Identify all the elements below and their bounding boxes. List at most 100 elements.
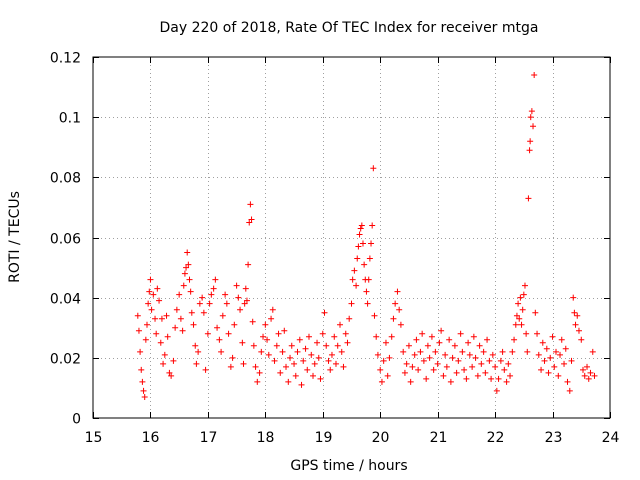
data-point bbox=[519, 306, 526, 313]
data-point bbox=[518, 321, 525, 328]
data-point bbox=[566, 387, 573, 394]
data-point bbox=[371, 312, 378, 319]
data-point bbox=[325, 357, 332, 364]
data-point bbox=[340, 363, 347, 370]
data-point bbox=[349, 276, 356, 283]
data-point bbox=[366, 255, 373, 262]
data-point bbox=[561, 360, 568, 367]
chart-title: Day 220 of 2018, Rate Of TEC Index for r… bbox=[160, 20, 539, 36]
data-point bbox=[539, 339, 546, 346]
data-point bbox=[351, 267, 358, 274]
data-point bbox=[248, 216, 255, 223]
data-point bbox=[156, 297, 163, 304]
data-point bbox=[543, 345, 550, 352]
data-point bbox=[233, 282, 240, 289]
data-point bbox=[373, 333, 380, 340]
data-point bbox=[384, 372, 391, 379]
data-point bbox=[256, 369, 263, 376]
data-point bbox=[495, 375, 502, 382]
data-point bbox=[423, 375, 430, 382]
data-point bbox=[472, 354, 479, 361]
data-point bbox=[438, 327, 445, 334]
data-point bbox=[440, 372, 447, 379]
data-point bbox=[291, 360, 298, 367]
data-point bbox=[145, 300, 152, 307]
data-point bbox=[283, 363, 290, 370]
data-point bbox=[300, 357, 307, 364]
x-axis-label: GPS time / hours bbox=[290, 458, 407, 474]
data-point bbox=[287, 354, 294, 361]
y-tick-label: 0 bbox=[72, 412, 81, 428]
data-point bbox=[396, 306, 403, 313]
data-point bbox=[184, 249, 191, 256]
data-point bbox=[183, 264, 190, 271]
data-point bbox=[489, 351, 496, 358]
data-point bbox=[488, 375, 495, 382]
data-point bbox=[432, 348, 439, 355]
data-point bbox=[512, 321, 519, 328]
x-tick-label: 18 bbox=[257, 430, 275, 446]
data-point bbox=[466, 351, 473, 358]
data-point bbox=[154, 285, 161, 292]
data-point bbox=[527, 138, 534, 145]
y-axis-label: ROTI / TECUs bbox=[7, 191, 23, 283]
data-point bbox=[386, 354, 393, 361]
data-point bbox=[364, 300, 371, 307]
data-point bbox=[196, 300, 203, 307]
data-point bbox=[344, 339, 351, 346]
data-point bbox=[348, 300, 355, 307]
data-point bbox=[555, 372, 562, 379]
data-point bbox=[342, 330, 349, 337]
data-point bbox=[501, 366, 508, 373]
data-point bbox=[146, 288, 153, 295]
data-point bbox=[388, 333, 395, 340]
data-point bbox=[195, 348, 202, 355]
data-point bbox=[222, 291, 229, 298]
data-point bbox=[150, 291, 157, 298]
data-point bbox=[531, 72, 538, 79]
data-point bbox=[223, 300, 230, 307]
x-tick-label: 24 bbox=[602, 430, 620, 446]
data-point bbox=[328, 351, 335, 358]
data-point bbox=[216, 336, 223, 343]
data-point bbox=[415, 366, 422, 373]
y-tick-label: 0.1 bbox=[59, 111, 81, 127]
data-point bbox=[202, 366, 209, 373]
data-point bbox=[524, 348, 531, 355]
data-point bbox=[246, 219, 253, 226]
data-point bbox=[515, 300, 522, 307]
data-point bbox=[192, 342, 199, 349]
data-point bbox=[528, 108, 535, 115]
data-point bbox=[219, 312, 226, 319]
data-point bbox=[493, 387, 500, 394]
data-point bbox=[277, 369, 284, 376]
data-point bbox=[163, 312, 170, 319]
data-point bbox=[505, 360, 512, 367]
data-point bbox=[369, 222, 376, 229]
data-point bbox=[562, 345, 569, 352]
data-point bbox=[361, 261, 368, 268]
data-point bbox=[258, 348, 265, 355]
data-point bbox=[564, 378, 571, 385]
data-point bbox=[455, 357, 462, 364]
data-point bbox=[420, 357, 427, 364]
data-point bbox=[581, 372, 588, 379]
plot-frame bbox=[92, 56, 611, 419]
data-point bbox=[517, 294, 524, 301]
data-point bbox=[523, 330, 530, 337]
data-point bbox=[368, 240, 375, 247]
data-point bbox=[314, 339, 321, 346]
data-point bbox=[302, 345, 309, 352]
data-point bbox=[206, 300, 213, 307]
data-point bbox=[568, 357, 575, 364]
data-point bbox=[447, 378, 454, 385]
x-tick-label: 21 bbox=[430, 430, 448, 446]
data-point bbox=[317, 375, 324, 382]
data-point bbox=[430, 366, 437, 373]
data-point bbox=[237, 306, 244, 313]
data-point bbox=[243, 297, 250, 304]
data-point bbox=[409, 363, 416, 370]
data-point bbox=[574, 312, 581, 319]
data-point bbox=[265, 351, 272, 358]
data-point bbox=[459, 348, 466, 355]
